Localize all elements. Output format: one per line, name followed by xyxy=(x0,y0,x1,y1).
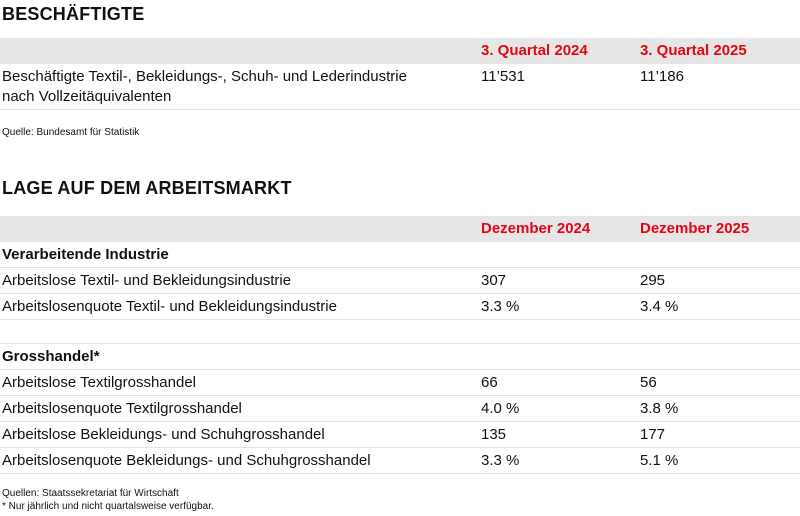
column-header-q3-2025: 3. Quartal 2025 xyxy=(640,42,747,59)
row-label: Arbeitslose Bekleidungs- und Schuhgrossh… xyxy=(2,426,325,443)
column-header-dez-2024: Dezember 2024 xyxy=(481,220,591,237)
row-label: Arbeitslosenquote Textilgrosshandel xyxy=(2,400,242,417)
value-dez-2025: 3.4 % xyxy=(640,298,679,315)
value-dez-2025: 177 xyxy=(640,426,666,443)
value-q3-2025: 11’186 xyxy=(640,68,684,85)
group-heading-row: Verarbeitende Industrie xyxy=(0,242,800,268)
value-dez-2024: 135 xyxy=(481,426,507,443)
footnote: * Nur jährlich und nicht quartalsweise v… xyxy=(2,501,214,512)
row-label: Beschäftigte Textil-, Bekleidungs-, Schu… xyxy=(2,68,407,85)
row-label: Arbeitslose Textilgrosshandel xyxy=(2,374,196,391)
table-row: Arbeitslosenquote Textilgrosshandel 4.0 … xyxy=(0,396,800,422)
row-label: Arbeitslosenquote Textil- und Bekleidung… xyxy=(2,298,337,315)
table-header-band: 3. Quartal 2024 3. Quartal 2025 xyxy=(0,38,800,64)
table-row: Beschäftigte Textil-, Bekleidungs-, Schu… xyxy=(0,64,800,110)
section-title-beschaeftigte: BESCHÄFTIGTE xyxy=(2,4,145,24)
value-dez-2025: 295 xyxy=(640,272,666,289)
source-note: Quellen: Staatssekretariat für Wirtschaf… xyxy=(2,488,179,499)
value-dez-2024: 3.3 % xyxy=(481,298,520,315)
group-heading-row: Grosshandel* xyxy=(0,344,800,370)
value-dez-2024: 66 xyxy=(481,374,498,391)
value-dez-2025: 3.8 % xyxy=(640,400,679,417)
table-row: Arbeitslose Bekleidungs- und Schuhgrossh… xyxy=(0,422,800,448)
source-note: Quelle: Bundesamt für Statistik xyxy=(2,127,140,138)
table-row: Arbeitslose Textil- und Bekleidungsindus… xyxy=(0,268,800,294)
spacer-row xyxy=(0,320,800,344)
value-dez-2024: 3.3 % xyxy=(481,452,520,469)
row-label: Arbeitslosenquote Bekleidungs- und Schuh… xyxy=(2,452,371,469)
row-label: Arbeitslose Textil- und Bekleidungsindus… xyxy=(2,272,292,289)
group-heading: Verarbeitende Industrie xyxy=(2,246,169,263)
table-row: Arbeitslosenquote Textil- und Bekleidung… xyxy=(0,294,800,320)
table-row: Arbeitslosenquote Bekleidungs- und Schuh… xyxy=(0,448,800,474)
column-header-dez-2025: Dezember 2025 xyxy=(640,220,750,237)
column-header-q3-2024: 3. Quartal 2024 xyxy=(481,42,588,59)
value-dez-2025: 5.1 % xyxy=(640,452,679,469)
value-dez-2024: 4.0 % xyxy=(481,400,520,417)
section-title-arbeitsmarkt: LAGE AUF DEM ARBEITSMARKT xyxy=(2,178,292,198)
row-label-continued: nach Vollzeitäquivalenten xyxy=(2,88,172,105)
group-heading: Grosshandel* xyxy=(2,348,100,365)
value-dez-2025: 56 xyxy=(640,374,657,391)
table-row: Arbeitslose Textilgrosshandel 66 56 xyxy=(0,370,800,396)
value-dez-2024: 307 xyxy=(481,272,507,289)
table-header-band: Dezember 2024 Dezember 2025 xyxy=(0,216,800,242)
value-q3-2024: 11’531 xyxy=(481,68,525,85)
